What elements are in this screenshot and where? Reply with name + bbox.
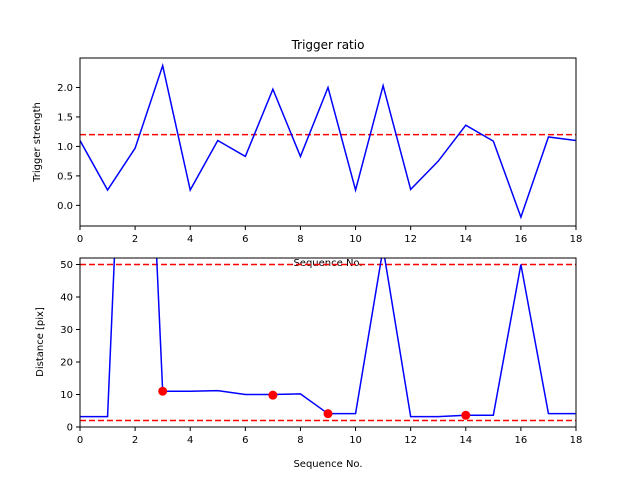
bottom-chart-marker-point-0 (158, 386, 168, 396)
bottom-chart-xtick-label: 14 (459, 435, 472, 446)
top-chart-xtick-label: 4 (187, 234, 193, 245)
top-chart-ytick-label: 1.5 (57, 112, 73, 123)
bottom-chart-xtick-label: 18 (570, 435, 583, 446)
bottom-chart-plot-area: 0 2 4 6 8 10 12 14 16 18 0 10 20 30 40 50 (60, 257, 583, 446)
top-chart-plot-area: 0 2 4 6 8 10 12 14 16 18 0.0 0.5 1.0 1.5 2.0 (57, 57, 583, 245)
top-chart-frame (79, 57, 577, 227)
top-chart-xtick-label: 6 (242, 234, 248, 245)
bottom-chart-xtick-label: 4 (187, 435, 193, 446)
bottom-chart-xtick-label: 12 (404, 435, 417, 446)
bottom-chart-ytick-label: 10 (60, 390, 73, 401)
top-chart-title: Trigger ratio (291, 38, 365, 52)
bottom-chart-xtick-label: 8 (297, 435, 303, 446)
bottom-chart-marker-point-2 (323, 409, 333, 419)
bottom-chart-ytick-label: 40 (60, 293, 73, 304)
top-chart-ytick-label: 1.0 (57, 142, 73, 153)
top-chart-ylabel: Trigger strength (32, 102, 43, 183)
bottom-chart-xlabel: Sequence No. (293, 459, 362, 470)
bottom-chart-xtick-label: 10 (349, 435, 362, 446)
bottom-chart-xtick-label: 6 (242, 435, 248, 446)
top-chart-xtick-label: 0 (77, 234, 83, 245)
bottom-chart-marker-point-1 (268, 390, 278, 400)
bottom-chart-xtick-label: 16 (515, 435, 528, 446)
bottom-chart-xtick-label: 2 (132, 435, 138, 446)
top-chart-ytick-label: 0.5 (57, 171, 73, 182)
top-chart-xtick-label: 14 (459, 234, 472, 245)
bottom-chart-ytick-label: 20 (60, 358, 73, 369)
bottom-chart-marker-point-3 (461, 410, 471, 420)
top-chart-series-line-0 (80, 62, 576, 220)
bottom-chart-marks (80, 258, 576, 422)
bottom-chart-ylabel: Distance [pix] (35, 307, 46, 377)
top-chart-xtick-label: 16 (515, 234, 528, 245)
top-chart-xtick-label: 18 (570, 234, 583, 245)
top-chart-xtick-label: 10 (349, 234, 362, 245)
bottom-chart-ytick-label: 30 (60, 325, 73, 336)
bottom-chart-ytick-label: 50 (60, 260, 73, 271)
top-chart-xtick-label: 8 (297, 234, 303, 245)
top-chart-xtick-label: 12 (404, 234, 417, 245)
top-chart-ytick-label: 2.0 (57, 83, 73, 94)
top-chart-xtick-label: 2 (132, 234, 138, 245)
bottom-chart-frame (79, 257, 577, 428)
bottom-chart-xtick-label: 0 (77, 435, 83, 446)
bottom-chart-ytick-label: 0 (67, 423, 73, 434)
top-chart-xlabel: Sequence No. (293, 258, 362, 269)
top-chart-marks (80, 62, 576, 220)
top-chart-ytick-label: 0.0 (57, 201, 73, 212)
